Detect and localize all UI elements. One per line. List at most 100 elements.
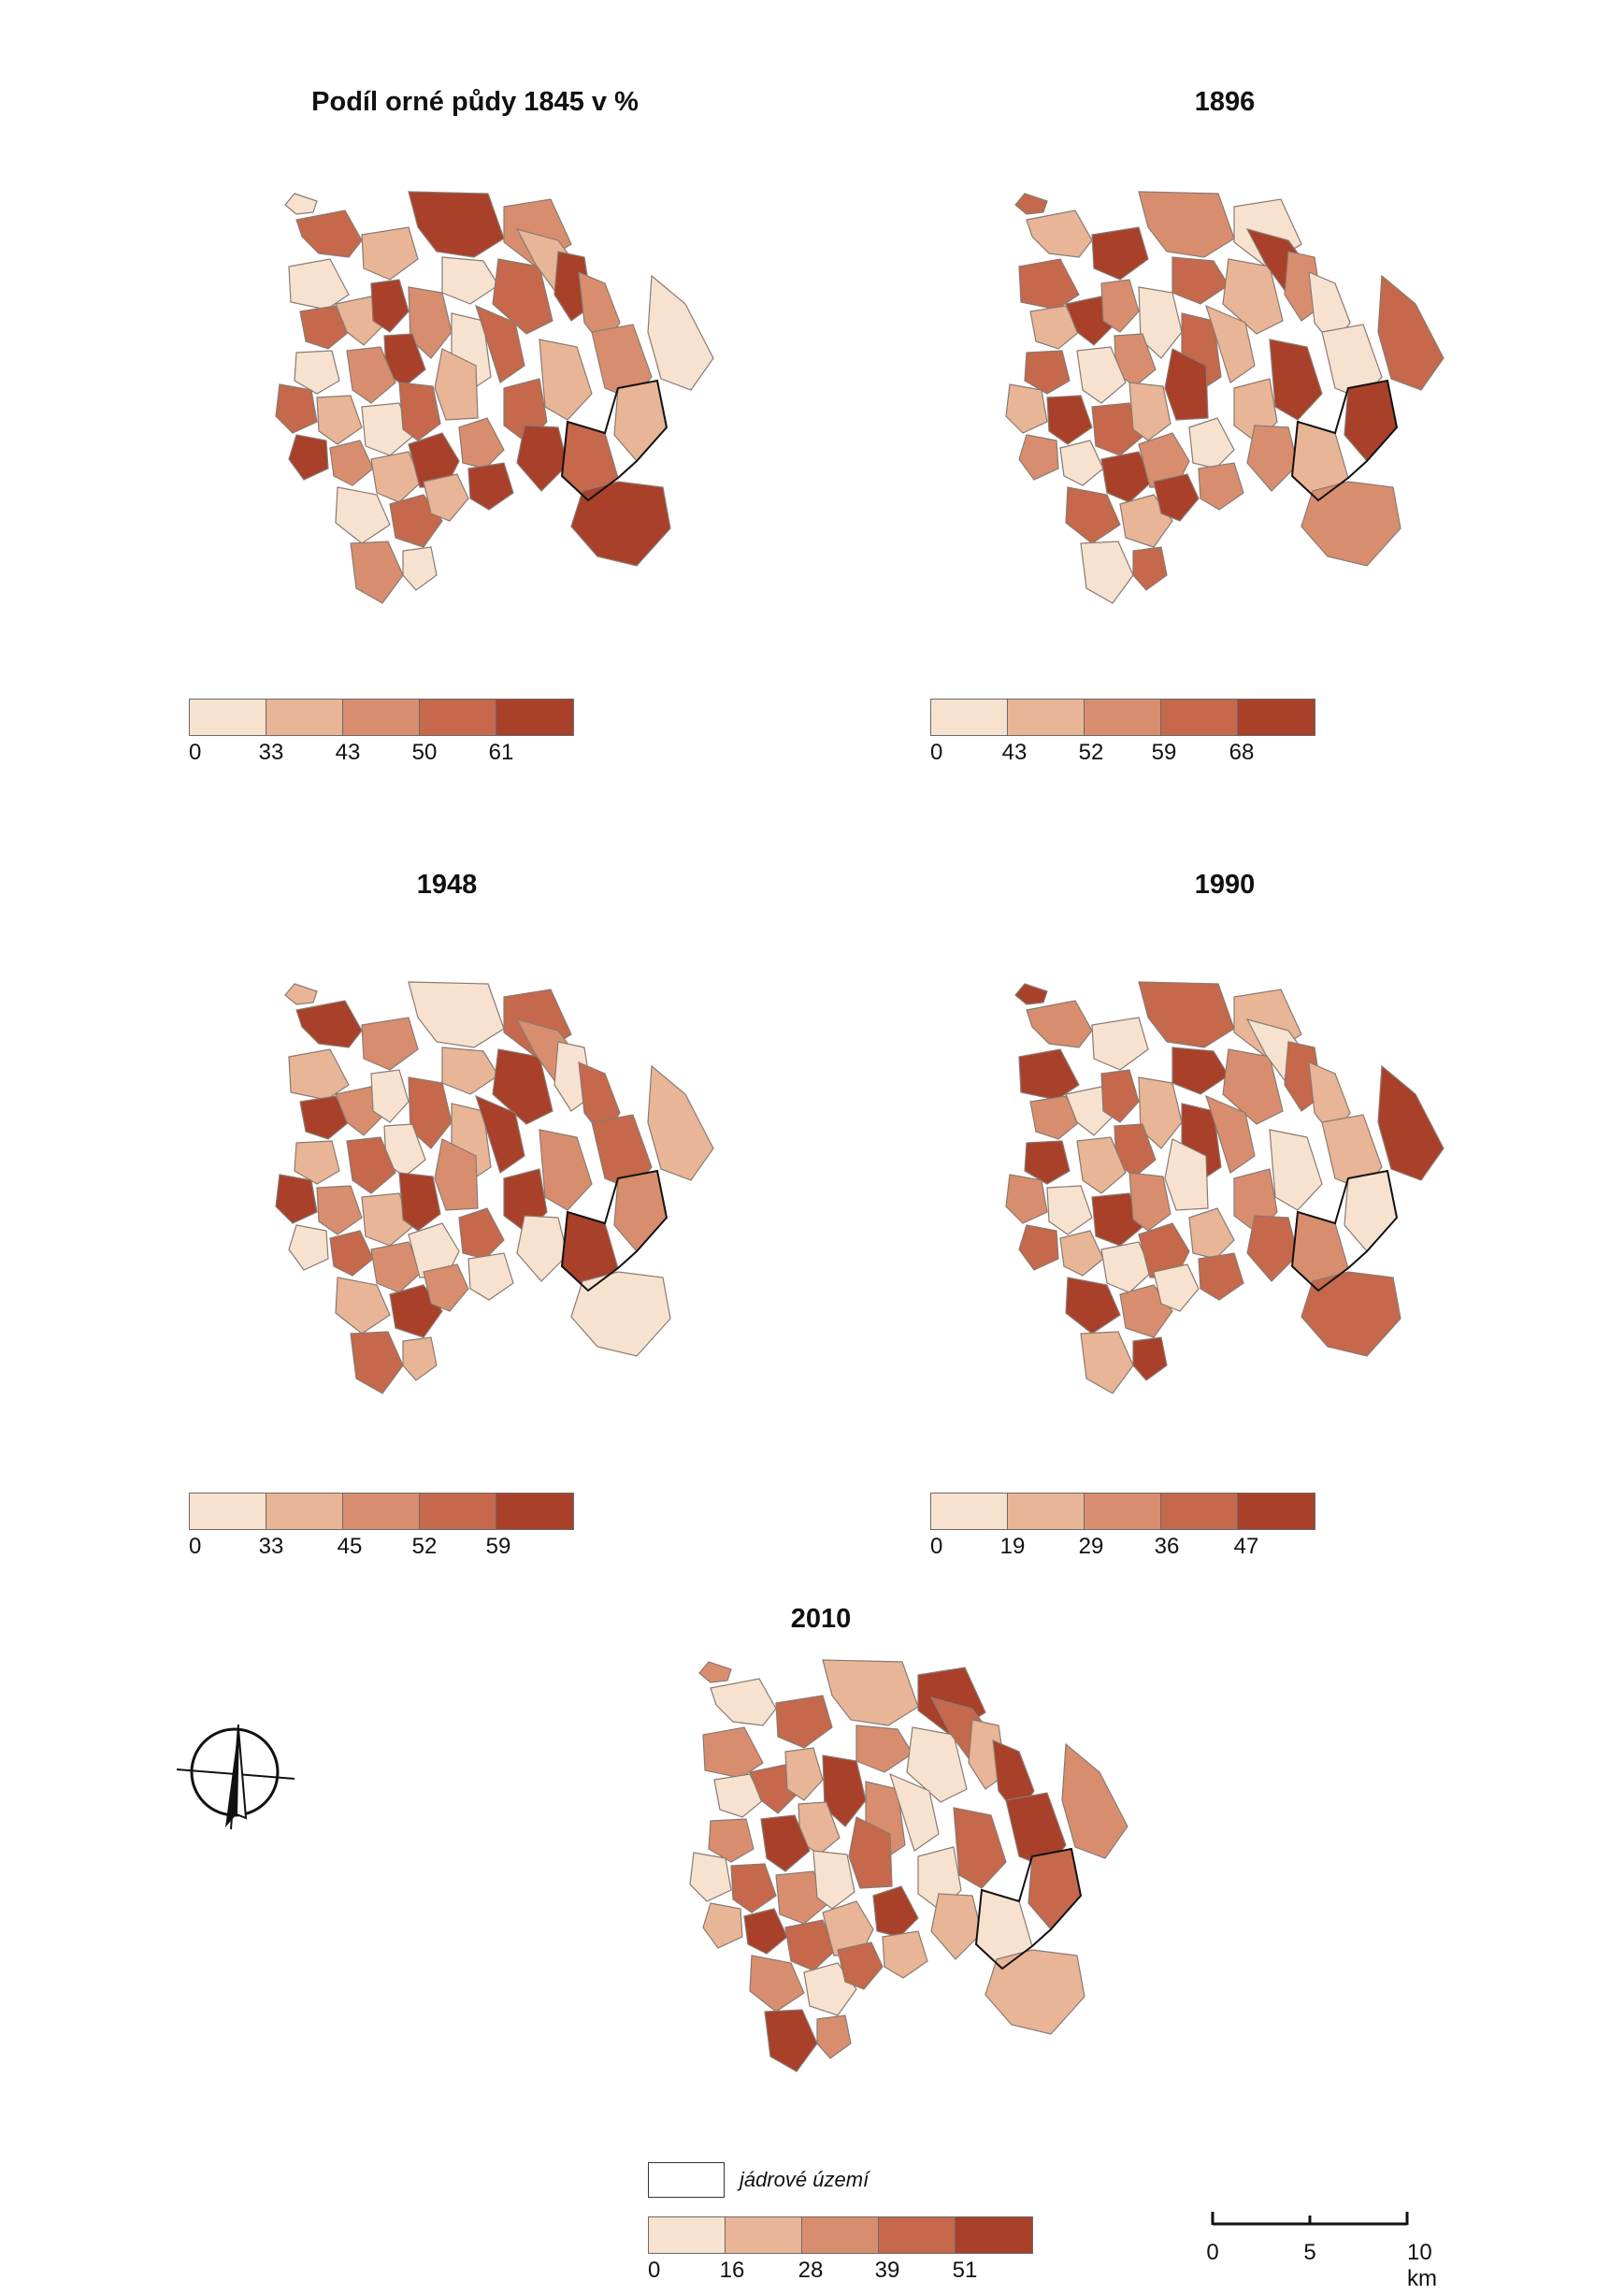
- municipality-region: [1059, 1230, 1104, 1277]
- municipality-region: [1059, 440, 1104, 486]
- municipality-region: [1005, 383, 1048, 434]
- municipality-region: [1076, 346, 1127, 404]
- municipality-region: [689, 1852, 732, 1902]
- legend-color-ramp: [930, 1493, 1315, 1530]
- legend-class-label: 59: [1151, 740, 1177, 765]
- municipality-region: [1138, 286, 1183, 359]
- municipality-region: [370, 1241, 423, 1293]
- municipality-region: [1018, 1224, 1059, 1271]
- core-area-outline: [560, 379, 668, 502]
- municipality-region: [837, 1941, 884, 1990]
- municipality-region: [1171, 1046, 1229, 1095]
- scale-label: 5: [1303, 2240, 1316, 2265]
- municipality-region: [1100, 1241, 1153, 1293]
- choropleth-map-1896: [1005, 191, 1444, 604]
- scale-label: 10 km: [1407, 2240, 1438, 2291]
- municipality-region: [1061, 1742, 1128, 1859]
- municipality-region: [984, 1949, 1085, 2035]
- municipality-region: [953, 1807, 1007, 1889]
- choropleth-map-2010: [689, 1659, 1128, 2072]
- legend-swatch: [931, 1494, 1008, 1529]
- municipality-region: [1065, 1086, 1114, 1136]
- legend-swatch: [802, 2217, 879, 2253]
- municipality-region: [1065, 1277, 1121, 1335]
- municipality-region: [1188, 417, 1235, 469]
- municipality-region: [516, 1215, 568, 1282]
- municipality-region: [492, 1048, 553, 1125]
- municipality-region: [1024, 350, 1071, 395]
- municipality-region: [408, 1222, 460, 1278]
- legend-class-label: 43: [335, 740, 361, 765]
- municipality-region: [492, 258, 553, 335]
- municipality-region: [816, 2014, 852, 2059]
- legend-1948: 0 33 45 52 59: [189, 1493, 574, 1559]
- core-area-outline: [974, 1847, 1083, 1970]
- municipality-region: [1171, 256, 1229, 305]
- legend-swatch: [931, 700, 1008, 735]
- municipality-region: [398, 382, 441, 441]
- municipality-region: [698, 1661, 732, 1683]
- municipality-region: [1377, 274, 1444, 391]
- municipality-region: [713, 1773, 764, 1818]
- legend-2010: 0 16 28 39 51: [648, 2216, 1033, 2283]
- municipality-region: [1138, 432, 1190, 488]
- municipality-region: [516, 425, 568, 492]
- municipality-region: [1091, 402, 1143, 456]
- map-title-1845: Podíl orné půdy 1845 v %: [311, 87, 639, 117]
- municipality-region: [1018, 1048, 1080, 1101]
- core-area-label: jádrové území: [740, 2168, 869, 2191]
- municipality-region: [1091, 1017, 1149, 1071]
- municipality-region: [855, 1725, 913, 1773]
- municipality-region: [1164, 1138, 1209, 1211]
- municipality-region: [316, 1185, 363, 1235]
- municipality-region: [749, 1955, 805, 2013]
- legend-swatch: [956, 2217, 1032, 2253]
- choropleth-map-1948: [275, 981, 714, 1394]
- municipality-region: [1080, 541, 1134, 604]
- legend-color-ramp: [648, 2216, 1033, 2254]
- municipality-region: [1198, 462, 1244, 511]
- municipality-region: [475, 1094, 525, 1174]
- municipality-region: [288, 1224, 329, 1271]
- municipality-region: [1029, 1095, 1080, 1140]
- municipality-region: [1128, 382, 1171, 441]
- municipality-region: [1026, 209, 1093, 258]
- municipality-region: [1269, 1129, 1323, 1211]
- legend-swatch: [879, 2217, 956, 2253]
- municipality-region: [295, 209, 363, 258]
- scale-bar: 0 5 10 km: [1206, 2207, 1437, 2291]
- municipality-region: [775, 1695, 833, 1749]
- municipality-region: [1205, 304, 1256, 383]
- municipality-region: [284, 983, 318, 1005]
- municipality-region: [402, 1336, 438, 1381]
- municipality-region: [1198, 1252, 1244, 1301]
- municipality-region: [350, 541, 404, 604]
- municipality-region: [1091, 1192, 1143, 1247]
- municipality-region: [539, 339, 593, 421]
- municipality-region: [702, 1902, 743, 1949]
- municipality-region: [570, 481, 671, 567]
- legend-class-label: 59: [485, 1534, 511, 1559]
- municipality-region: [299, 305, 350, 350]
- municipality-region: [1222, 258, 1284, 335]
- legend-swatch: [266, 1494, 343, 1529]
- legend-class-label: 33: [258, 740, 284, 765]
- legend-swatch: [1238, 1494, 1315, 1529]
- core-area-outline: [560, 1169, 668, 1292]
- municipality-region: [730, 1863, 777, 1913]
- municipality-region: [398, 1172, 441, 1232]
- municipality-region: [822, 1900, 874, 1956]
- legend-class-label: 47: [1233, 1534, 1259, 1559]
- municipality-region: [1188, 1207, 1235, 1260]
- scale-bar-graphic: [1211, 2212, 1409, 2226]
- legend-color-ramp: [930, 699, 1315, 736]
- municipality-region: [1091, 226, 1149, 281]
- municipality-region: [408, 981, 505, 1048]
- legend-class-label: 52: [1078, 740, 1104, 765]
- municipality-region: [408, 286, 453, 359]
- municipality-region: [760, 1814, 811, 1872]
- legend-swatch: [420, 700, 496, 735]
- legend-class-label: 43: [1001, 740, 1028, 765]
- municipality-region: [539, 1129, 593, 1211]
- municipality-region: [295, 1000, 363, 1048]
